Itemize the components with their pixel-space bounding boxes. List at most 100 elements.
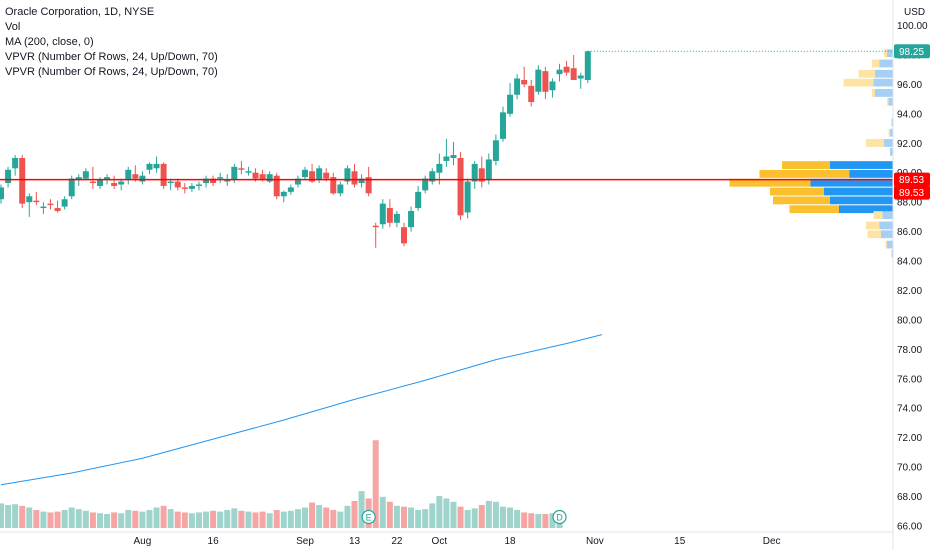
ma-line	[0, 334, 603, 486]
volume-bar	[19, 505, 26, 528]
volume-bar	[153, 507, 160, 528]
volume-bar	[471, 508, 478, 528]
candle-body	[408, 210, 415, 228]
candle-body	[217, 177, 224, 179]
candle-body	[47, 203, 54, 206]
volume-bar	[12, 504, 19, 528]
y-tick-label: 82.00	[897, 286, 922, 297]
vp-row-up	[887, 49, 893, 58]
vp-row-down	[773, 196, 830, 205]
candle-body	[210, 178, 217, 184]
level-price-tag-1: 89.53	[894, 172, 930, 187]
volume-bar	[33, 509, 40, 528]
vp-row-up	[888, 97, 893, 106]
candle-body	[287, 187, 294, 192]
candle-body	[393, 213, 400, 223]
volume-bar	[464, 509, 471, 528]
candle-body	[422, 178, 429, 191]
candle-body	[302, 169, 309, 178]
candle-body	[570, 68, 577, 80]
candle-body	[577, 75, 584, 79]
candle-body	[195, 184, 202, 186]
last-price-tag: 98.25	[894, 44, 930, 59]
volume-bar	[160, 505, 167, 528]
svg-text:98.25: 98.25	[899, 47, 924, 58]
x-tick-label: 15	[674, 536, 686, 547]
volume-bar	[372, 440, 379, 528]
x-tick-label: Dec	[763, 536, 781, 547]
candle-body	[245, 171, 252, 173]
candle-body	[436, 163, 443, 173]
volume-bar	[422, 509, 429, 528]
x-tick-label: Aug	[134, 536, 152, 547]
symbol-title[interactable]: Oracle Corporation, 1D, NYSE	[5, 6, 155, 18]
volume-bar	[478, 505, 485, 528]
volume-bar	[217, 511, 224, 528]
candle-body	[584, 51, 591, 80]
y-tick-label: 76.00	[897, 374, 922, 385]
price-axis[interactable]: 66.00 68.00 70.00 72.00 74.00 76.00 78.00 80.00…	[897, 21, 928, 532]
x-tick-label: Sep	[296, 536, 314, 547]
volume-bar	[0, 503, 4, 528]
candle-body	[507, 94, 514, 114]
candle-body	[457, 158, 464, 216]
time-axis[interactable]: Aug 16 Sep 13 22 Oct 18 Nov 15 Dec	[134, 536, 781, 547]
vp-row-up	[875, 89, 893, 97]
candle-body	[224, 180, 231, 182]
volume-bar	[358, 491, 365, 528]
indicator-vpvr-2[interactable]: VPVR (Number Of Rows, 24, Up/Down, 70)	[5, 66, 218, 78]
vp-row-up	[890, 128, 893, 137]
y-tick-label: 72.00	[897, 433, 922, 444]
vp-row-up	[830, 161, 893, 169]
vp-row-up	[882, 211, 893, 220]
volume-bar	[252, 512, 259, 528]
y-tick-label: 68.00	[897, 492, 922, 503]
volume-bar	[75, 509, 82, 528]
candle-body	[485, 159, 492, 181]
vp-row-down	[770, 187, 824, 196]
candle-body	[188, 185, 195, 189]
y-tick-label: 94.00	[897, 109, 922, 120]
volume-bar	[245, 511, 252, 528]
candle-body	[499, 112, 506, 139]
candle-body	[280, 191, 287, 197]
volume-bar	[386, 501, 393, 528]
y-tick-label: 70.00	[897, 463, 922, 474]
candle-body	[203, 178, 210, 184]
dividend-marker	[552, 509, 567, 525]
indicator-volume[interactable]: Vol	[5, 21, 21, 33]
candle-body	[231, 166, 238, 181]
candle-body	[386, 208, 393, 223]
vp-row-down	[873, 211, 883, 220]
indicator-ma[interactable]: MA (200, close, 0)	[5, 36, 94, 48]
vp-row-down	[866, 221, 880, 230]
vp-row-down	[887, 97, 889, 106]
volume-bar	[408, 507, 415, 528]
volume-bar	[535, 514, 542, 528]
volume-bar	[542, 514, 549, 528]
candle-body	[5, 169, 12, 184]
vp-row-up	[824, 187, 893, 196]
volume-bar	[96, 513, 103, 528]
volume-bar	[231, 508, 238, 528]
candle-body	[125, 169, 132, 181]
y-tick-label: 88.00	[897, 198, 922, 209]
indicator-vpvr-1[interactable]: VPVR (Number Of Rows, 24, Up/Down, 70)	[5, 51, 218, 63]
vp-row-up	[873, 78, 893, 87]
candle-body	[160, 163, 167, 186]
y-tick-label: 66.00	[897, 522, 922, 533]
vp-row-down	[843, 78, 874, 87]
volume-bar	[259, 511, 266, 528]
candle-body	[492, 140, 499, 161]
vp-row-up	[879, 59, 893, 68]
candle-body	[54, 208, 61, 211]
candle-body	[40, 206, 47, 209]
volume-profile	[729, 49, 893, 258]
x-tick-label: 18	[504, 536, 516, 547]
vp-row-up	[891, 118, 893, 127]
volume-bar	[514, 509, 521, 528]
volume-bar	[61, 509, 68, 528]
volume-bar	[5, 505, 12, 528]
volume-bar	[26, 507, 33, 528]
